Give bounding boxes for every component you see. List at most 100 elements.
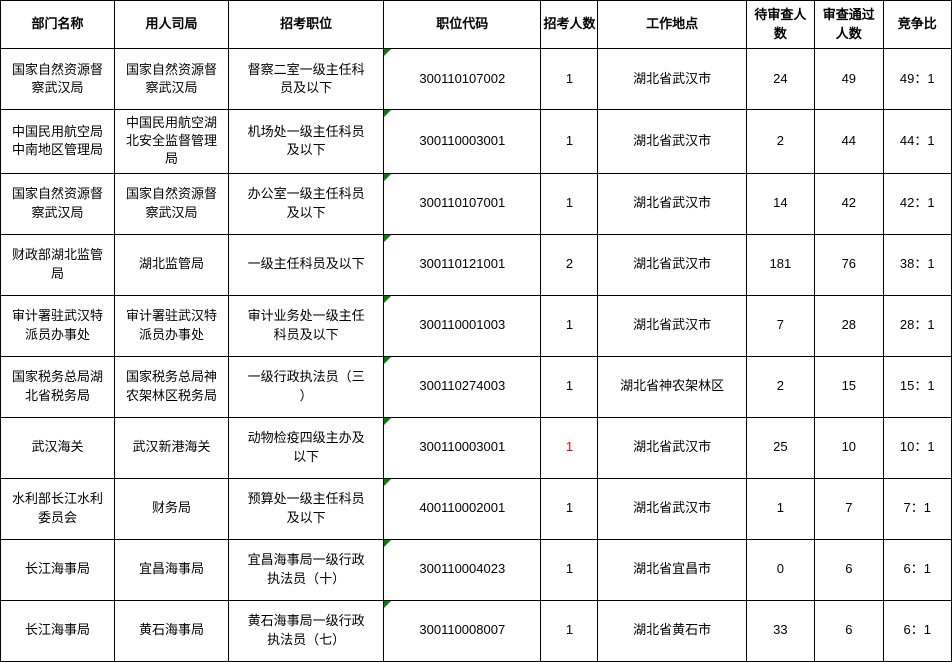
cell-dept: 国家自然资源督察武汉局 [1, 173, 115, 234]
cell-org: 国家自然资源督察武汉局 [115, 49, 229, 110]
cell-ratio: 44：1 [883, 110, 951, 174]
cell-pos: 办公室一级主任科员及以下 [229, 173, 384, 234]
cell-pos: 机场处一级主任科员及以下 [229, 110, 384, 174]
cell-pos: 预算处一级主任科员及以下 [229, 478, 384, 539]
cell-org: 武汉新港海关 [115, 417, 229, 478]
cell-code: 300110004023 [384, 539, 541, 600]
cell-code: 300110274003 [384, 356, 541, 417]
cell-ratio: 38：1 [883, 234, 951, 295]
cell-loc: 湖北省宜昌市 [598, 539, 746, 600]
cell-dept: 财政部湖北监管局 [1, 234, 115, 295]
table-row: 长江海事局黄石海事局黄石海事局一级行政执法员（七）3001100080071湖北… [1, 600, 952, 661]
table-row: 国家税务总局湖北省税务局国家税务总局神农架林区税务局一级行政执法员（三）3001… [1, 356, 952, 417]
cell-pend: 24 [746, 49, 814, 110]
table-row: 长江海事局宜昌海事局宜昌海事局一级行政执法员（十）3001100040231湖北… [1, 539, 952, 600]
table-row: 审计署驻武汉特派员办事处审计署驻武汉特派员办事处审计业务处一级主任科员及以下30… [1, 295, 952, 356]
cell-pos: 一级主任科员及以下 [229, 234, 384, 295]
cell-pend: 181 [746, 234, 814, 295]
header-num: 招考人数 [541, 1, 598, 49]
cell-code: 300110107002 [384, 49, 541, 110]
header-pos: 招考职位 [229, 1, 384, 49]
cell-dept: 国家税务总局湖北省税务局 [1, 356, 115, 417]
cell-pend: 0 [746, 539, 814, 600]
recruitment-table: 部门名称 用人司局 招考职位 职位代码 招考人数 工作地点 待审查人数 审查通过… [0, 0, 952, 662]
cell-dept: 长江海事局 [1, 600, 115, 661]
cell-org: 审计署驻武汉特派员办事处 [115, 295, 229, 356]
table-row: 财政部湖北监管局湖北监管局一级主任科员及以下3001101210012湖北省武汉… [1, 234, 952, 295]
cell-ratio: 10：1 [883, 417, 951, 478]
cell-pass: 76 [815, 234, 883, 295]
cell-loc: 湖北省黄石市 [598, 600, 746, 661]
cell-ratio: 49：1 [883, 49, 951, 110]
cell-org: 国家自然资源督察武汉局 [115, 173, 229, 234]
table-container: 部门名称 用人司局 招考职位 职位代码 招考人数 工作地点 待审查人数 审查通过… [0, 0, 952, 661]
cell-pend: 2 [746, 356, 814, 417]
cell-pass: 44 [815, 110, 883, 174]
cell-num: 1 [541, 600, 598, 661]
cell-org: 黄石海事局 [115, 600, 229, 661]
cell-ratio: 28：1 [883, 295, 951, 356]
table-row: 中国民用航空局中南地区管理局中国民用航空湖北安全监督管理局机场处一级主任科员及以… [1, 110, 952, 174]
table-row: 国家自然资源督察武汉局国家自然资源督察武汉局办公室一级主任科员及以下300110… [1, 173, 952, 234]
cell-dept: 审计署驻武汉特派员办事处 [1, 295, 115, 356]
cell-org: 宜昌海事局 [115, 539, 229, 600]
cell-pass: 6 [815, 539, 883, 600]
table-header: 部门名称 用人司局 招考职位 职位代码 招考人数 工作地点 待审查人数 审查通过… [1, 1, 952, 49]
cell-loc: 湖北省武汉市 [598, 110, 746, 174]
cell-pass: 15 [815, 356, 883, 417]
cell-ratio: 7：1 [883, 478, 951, 539]
cell-ratio: 6：1 [883, 600, 951, 661]
cell-dept: 长江海事局 [1, 539, 115, 600]
cell-ratio: 42：1 [883, 173, 951, 234]
cell-num: 1 [541, 478, 598, 539]
cell-pend: 1 [746, 478, 814, 539]
header-loc: 工作地点 [598, 1, 746, 49]
cell-code: 300110107001 [384, 173, 541, 234]
table-body: 国家自然资源督察武汉局国家自然资源督察武汉局督察二室一级主任科员及以下30011… [1, 49, 952, 662]
cell-code: 400110002001 [384, 478, 541, 539]
cell-code: 300110001003 [384, 295, 541, 356]
cell-num: 1 [541, 417, 598, 478]
cell-num: 1 [541, 173, 598, 234]
cell-pend: 14 [746, 173, 814, 234]
cell-ratio: 6：1 [883, 539, 951, 600]
cell-pos: 一级行政执法员（三） [229, 356, 384, 417]
cell-pos: 动物检疫四级主办及以下 [229, 417, 384, 478]
cell-loc: 湖北省武汉市 [598, 234, 746, 295]
cell-code: 300110003001 [384, 417, 541, 478]
cell-pass: 6 [815, 600, 883, 661]
cell-num: 2 [541, 234, 598, 295]
header-dept: 部门名称 [1, 1, 115, 49]
cell-pos: 审计业务处一级主任科员及以下 [229, 295, 384, 356]
cell-pend: 25 [746, 417, 814, 478]
cell-org: 湖北监管局 [115, 234, 229, 295]
header-pend: 待审查人数 [746, 1, 814, 49]
cell-pos: 督察二室一级主任科员及以下 [229, 49, 384, 110]
cell-pass: 10 [815, 417, 883, 478]
table-row: 武汉海关武汉新港海关动物检疫四级主办及以下3001100030011湖北省武汉市… [1, 417, 952, 478]
cell-code: 300110121001 [384, 234, 541, 295]
header-ratio: 竞争比 [883, 1, 951, 49]
cell-dept: 武汉海关 [1, 417, 115, 478]
cell-code: 300110008007 [384, 600, 541, 661]
cell-loc: 湖北省武汉市 [598, 173, 746, 234]
cell-ratio: 15：1 [883, 356, 951, 417]
cell-org: 财务局 [115, 478, 229, 539]
header-pass: 审查通过人数 [815, 1, 883, 49]
cell-pend: 33 [746, 600, 814, 661]
table-row: 水利部长江水利委员会财务局预算处一级主任科员及以下4001100020011湖北… [1, 478, 952, 539]
cell-pass: 49 [815, 49, 883, 110]
cell-pass: 28 [815, 295, 883, 356]
cell-dept: 水利部长江水利委员会 [1, 478, 115, 539]
cell-org: 国家税务总局神农架林区税务局 [115, 356, 229, 417]
cell-code: 300110003001 [384, 110, 541, 174]
cell-pend: 2 [746, 110, 814, 174]
cell-pos: 宜昌海事局一级行政执法员（十） [229, 539, 384, 600]
header-org: 用人司局 [115, 1, 229, 49]
cell-org: 中国民用航空湖北安全监督管理局 [115, 110, 229, 174]
header-code: 职位代码 [384, 1, 541, 49]
cell-pend: 7 [746, 295, 814, 356]
cell-dept: 中国民用航空局中南地区管理局 [1, 110, 115, 174]
cell-loc: 湖北省武汉市 [598, 478, 746, 539]
cell-dept: 国家自然资源督察武汉局 [1, 49, 115, 110]
